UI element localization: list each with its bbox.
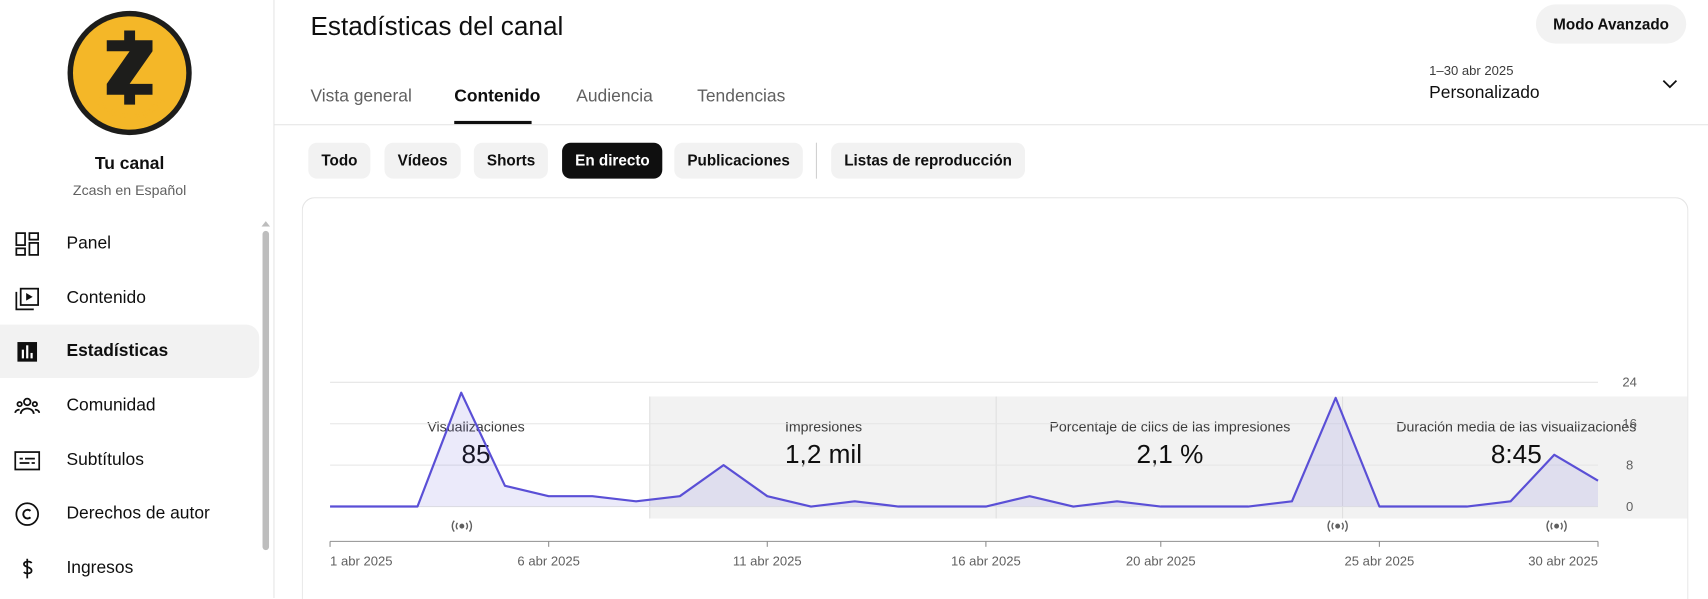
nav-icon bbox=[17, 341, 38, 362]
period-dropdown[interactable] bbox=[1661, 78, 1678, 89]
metric-label: Impresiones bbox=[784, 418, 863, 435]
filter-chip[interactable]: Vídeos bbox=[384, 142, 461, 179]
nav-icon bbox=[23, 558, 33, 578]
sidebar: Zcash en español Tu canal Zcash en Españ… bbox=[0, 0, 275, 599]
nav-label: Derechos de autor bbox=[66, 503, 210, 523]
live-icon bbox=[1327, 520, 1348, 533]
filter-chip[interactable]: Shorts bbox=[473, 142, 549, 179]
tab-indicator bbox=[454, 120, 532, 125]
channel-label: Tu canal bbox=[94, 154, 165, 174]
tab[interactable]: Contenido bbox=[454, 87, 541, 106]
y-tick-label: 0 bbox=[1626, 499, 1633, 514]
metric-tab[interactable]: Porcentaje de clics de las impresiones 2,… bbox=[995, 396, 1344, 519]
nav-icon bbox=[15, 231, 39, 256]
metric-label: Duración media de las visualizaciones bbox=[1396, 418, 1637, 435]
nav-item[interactable]: Contenido bbox=[0, 271, 259, 324]
filter-divider bbox=[815, 142, 817, 179]
x-tick-label: 30 abr 2025 bbox=[1528, 553, 1598, 568]
nav-label: Subtítulos bbox=[66, 450, 144, 469]
nav-icon bbox=[14, 450, 41, 470]
x-tick-label: 6 abr 2025 bbox=[517, 553, 579, 568]
chart-card: Visualizaciones 85 Impresiones 1,2 mil Por… bbox=[301, 197, 1689, 599]
x-tick-label: 20 abr 2025 bbox=[1126, 553, 1196, 568]
nav-item[interactable]: Comunidad bbox=[0, 379, 259, 432]
filter-chip[interactable]: Listas de reproducción bbox=[831, 142, 1026, 179]
nav-item[interactable]: Estadísticas bbox=[0, 324, 260, 378]
page-title: Estadísticas del canal bbox=[310, 11, 564, 42]
live-icon bbox=[451, 520, 473, 533]
date-range: 1–30 abr 2025 bbox=[1429, 63, 1514, 79]
nav-label: Panel bbox=[66, 233, 112, 253]
y-tick-label: 8 bbox=[1626, 457, 1633, 472]
advanced-mode-button[interactable]: Modo Avanzado bbox=[1535, 4, 1687, 44]
nav-item[interactable]: Panel bbox=[0, 217, 259, 270]
period[interactable]: Personalizado bbox=[1429, 83, 1540, 103]
nav-icon bbox=[15, 501, 39, 526]
x-tick-label: 25 abr 2025 bbox=[1345, 553, 1415, 568]
header-divider bbox=[274, 124, 1708, 126]
tab[interactable]: Audiencia bbox=[576, 87, 653, 106]
filter-chip[interactable]: En directo bbox=[562, 142, 663, 179]
tab[interactable]: Vista general bbox=[310, 87, 412, 106]
scroll-up[interactable] bbox=[261, 220, 271, 227]
nav-item[interactable]: Subtítulos bbox=[0, 434, 259, 487]
line-series bbox=[330, 391, 1599, 508]
y-tick-label: 24 bbox=[1622, 375, 1637, 390]
nav-icon bbox=[15, 287, 39, 310]
line-chart: 0 8 16 24 1 abr 2025 6 abr 2025 11 abr 2025 16 … bbox=[329, 375, 1637, 568]
x-tick-label: 16 abr 2025 bbox=[951, 553, 1021, 568]
filter-chip[interactable]: Todo bbox=[308, 142, 371, 179]
metric-tab[interactable]: Impresiones 1,2 mil bbox=[649, 396, 997, 519]
x-tick-label: 1 abr 2025 bbox=[330, 553, 392, 568]
y-tick-label: 16 bbox=[1622, 416, 1637, 431]
nav-icon bbox=[14, 397, 41, 414]
nav-item[interactable]: Ingresos bbox=[0, 541, 259, 594]
channel-name: Zcash en Español bbox=[72, 181, 187, 199]
live-icon bbox=[1546, 520, 1567, 533]
x-tick-label: 11 abr 2025 bbox=[733, 553, 802, 568]
nav-label: Contenido bbox=[66, 288, 146, 307]
metric-label: Porcentaje de clics de las impresiones bbox=[1049, 418, 1291, 435]
filter-chip[interactable]: Publicaciones bbox=[674, 142, 803, 179]
tab[interactable]: Tendencias bbox=[697, 87, 786, 106]
live-icons bbox=[451, 520, 1567, 533]
scrollbar[interactable] bbox=[262, 230, 270, 551]
nav-label: Ingresos bbox=[66, 558, 134, 577]
nav-label: Estadísticas bbox=[66, 341, 169, 361]
nav-label: Comunidad bbox=[66, 395, 156, 415]
channel-avatar[interactable]: Zcash en español bbox=[63, 9, 196, 142]
nav-item[interactable]: Derechos de autor bbox=[0, 487, 259, 540]
